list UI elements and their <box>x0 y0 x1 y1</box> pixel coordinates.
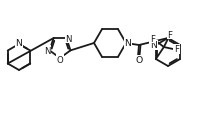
Text: N: N <box>44 46 51 55</box>
Text: N: N <box>65 34 72 43</box>
Text: F: F <box>167 30 172 39</box>
Text: O: O <box>57 56 63 64</box>
Text: F: F <box>150 34 155 43</box>
Text: O: O <box>135 56 143 65</box>
Text: N: N <box>125 39 131 48</box>
Text: N: N <box>16 39 22 48</box>
Text: N: N <box>150 41 157 50</box>
Text: F: F <box>174 45 179 54</box>
